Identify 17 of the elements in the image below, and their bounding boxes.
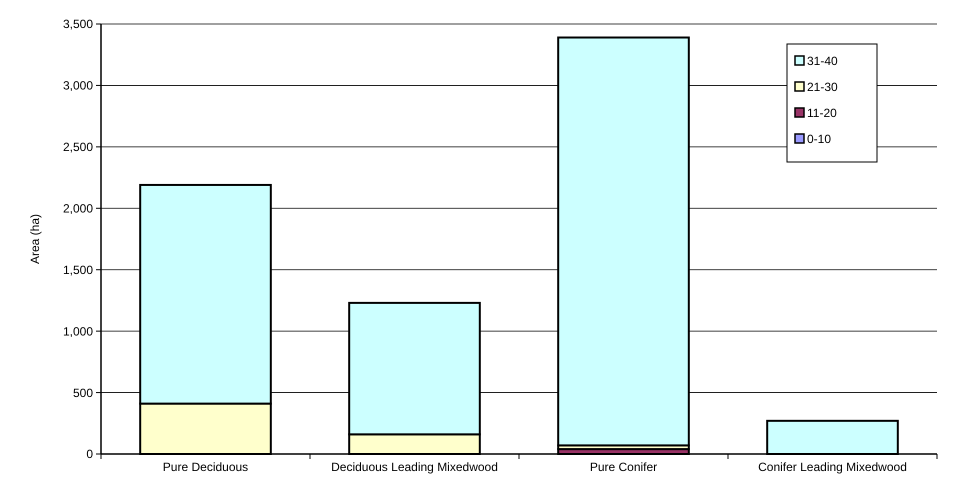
- y-tick-label: 3,000: [62, 78, 94, 93]
- y-tick-label: 500: [72, 386, 94, 400]
- y-tick-label: 1,500: [62, 262, 94, 277]
- y-tick-label: 0: [86, 447, 94, 462]
- y-tick-label: 2,500: [62, 140, 94, 154]
- legend-label: 0-10: [807, 132, 832, 146]
- legend-label: 31-40: [807, 54, 838, 68]
- legend-label: 11-20: [807, 106, 838, 120]
- y-tick-label: 2,000: [62, 201, 94, 216]
- legend-label: 21-30: [807, 80, 838, 94]
- x-tick-label: Conifer Leading Mixedwood: [758, 460, 907, 474]
- y-tick-label: 3,500: [62, 17, 94, 32]
- x-tick-label: Pure Conifer: [590, 460, 658, 474]
- y-tick-label: 1,000: [62, 324, 94, 338]
- y-axis-title: Area (ha): [28, 214, 42, 264]
- x-tick-label: Pure Deciduous: [162, 460, 248, 474]
- x-tick-label: Deciduous Leading Mixedwood: [331, 460, 498, 474]
